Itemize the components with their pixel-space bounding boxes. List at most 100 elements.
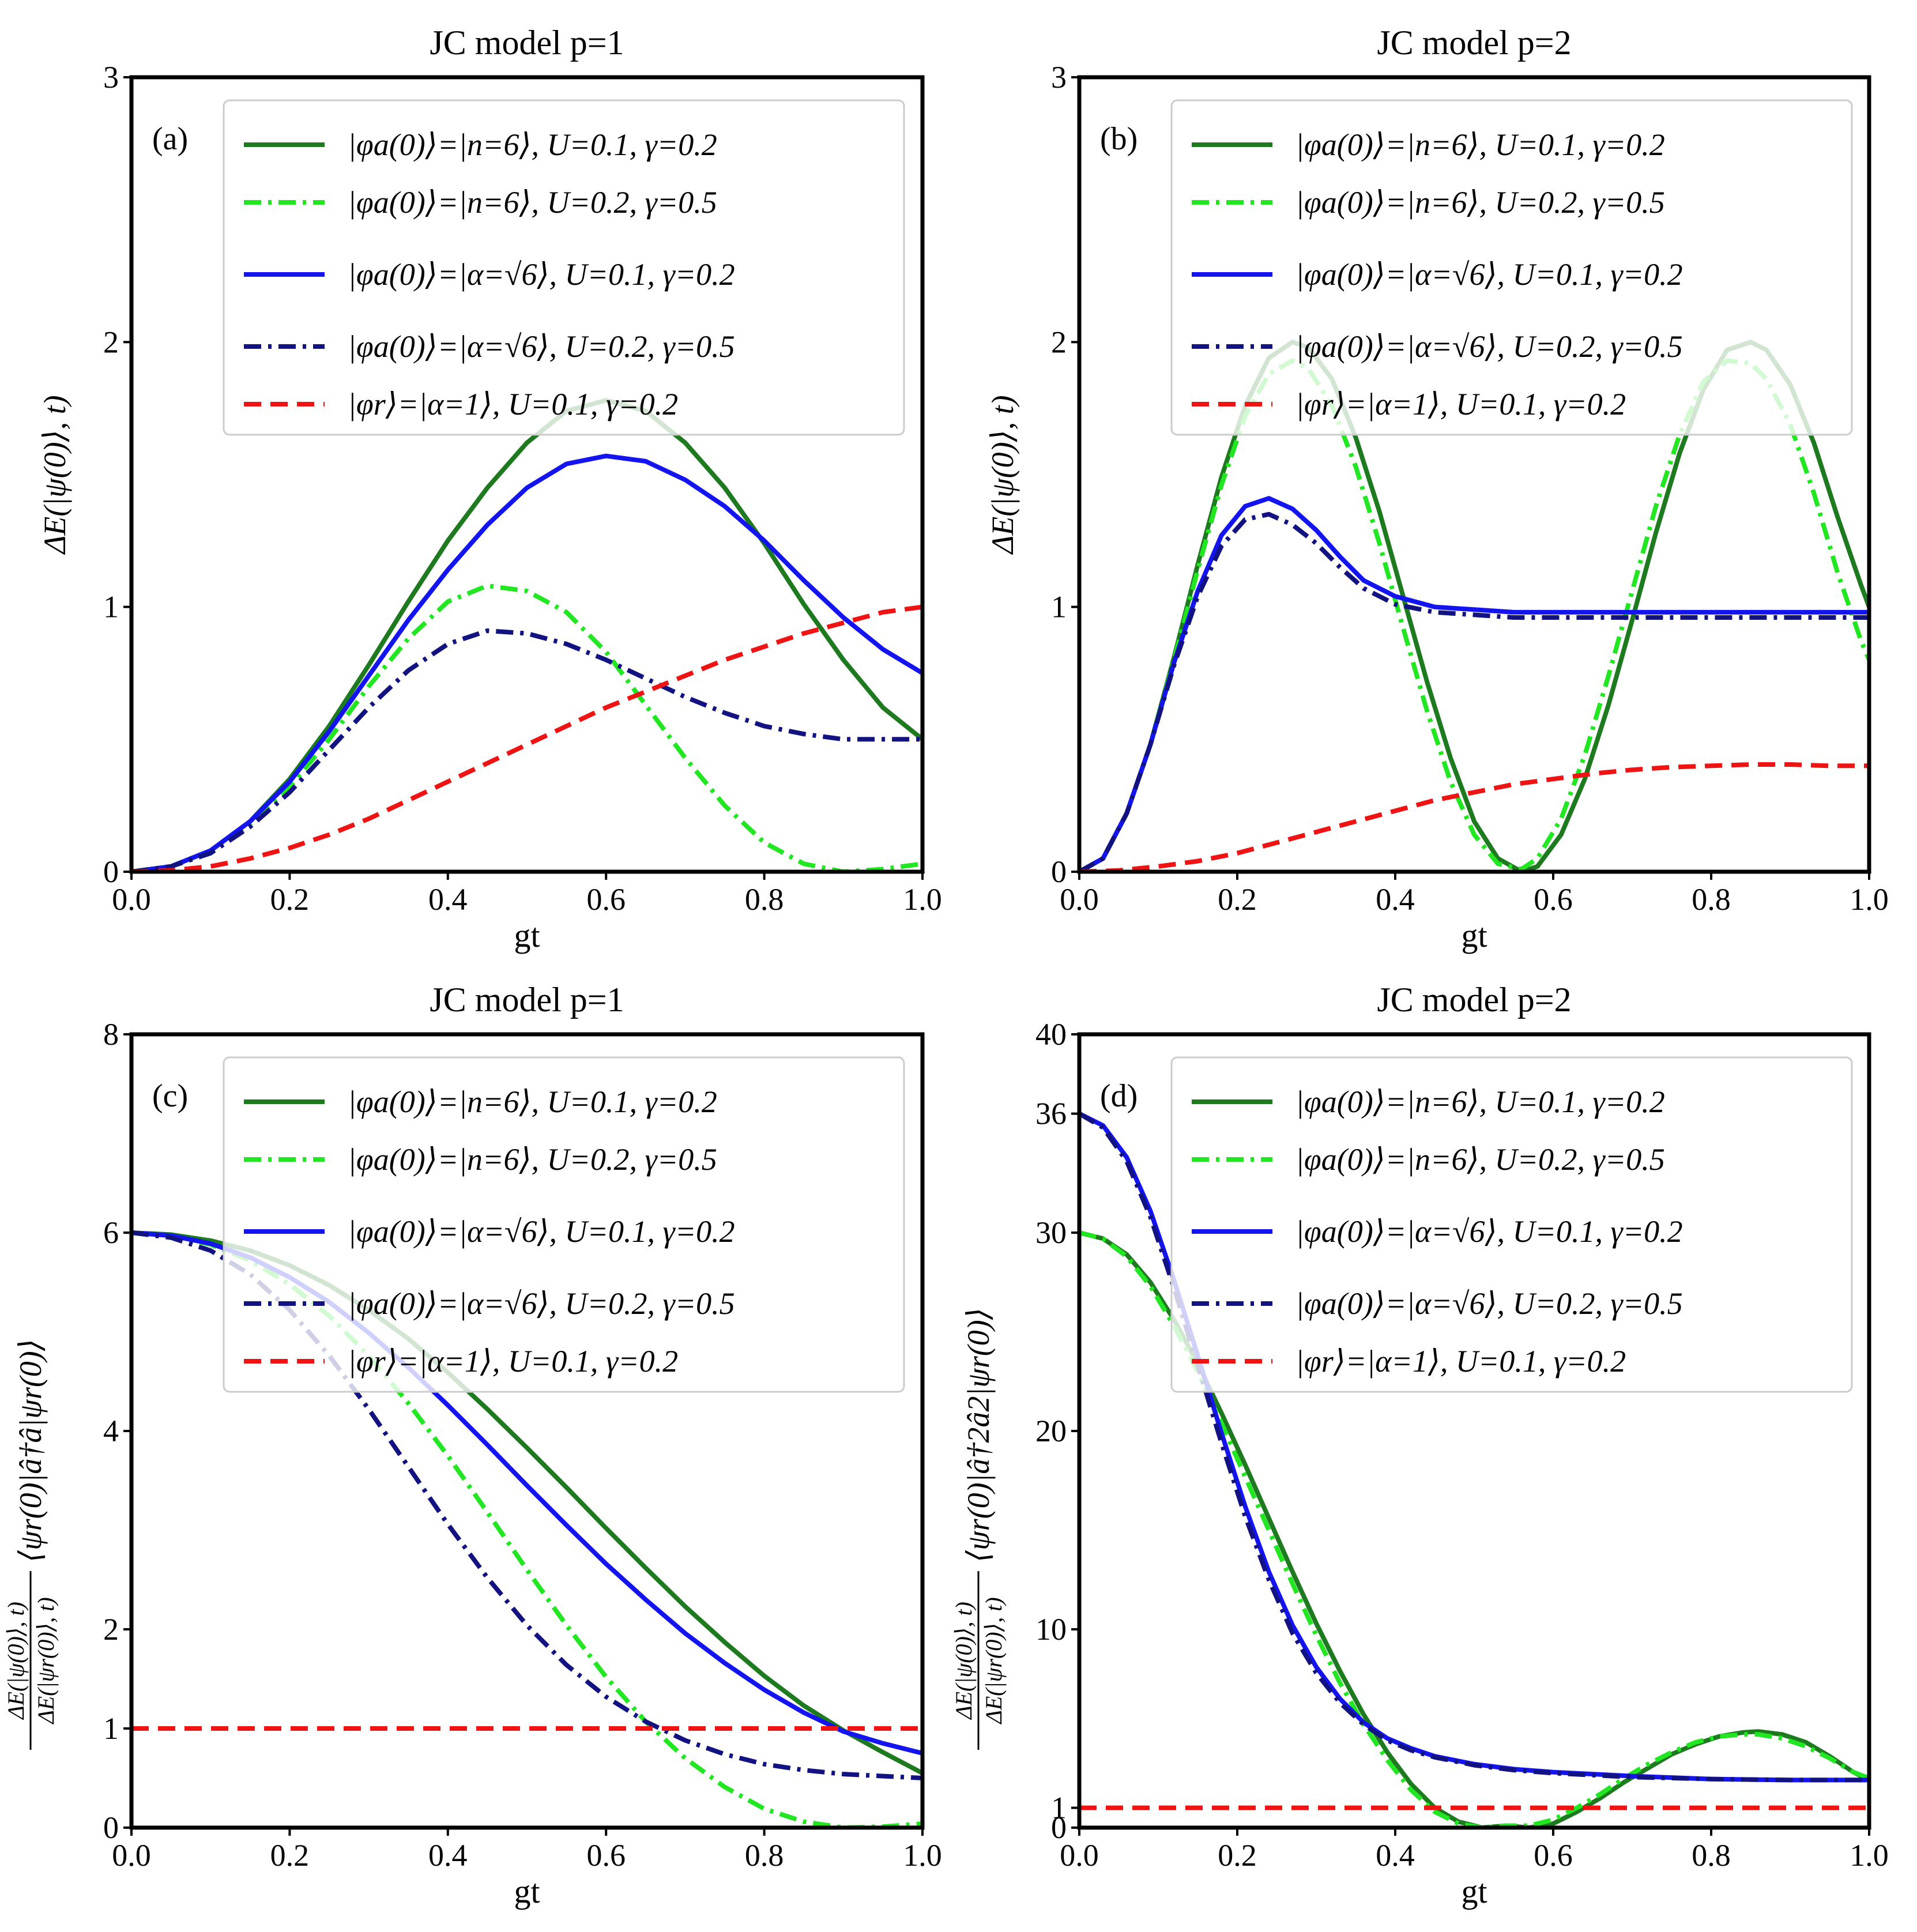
x-tick-label: 1.0 (1850, 882, 1889, 917)
chart-title: JC model p=1 (430, 981, 624, 1019)
legend-label: |φa(0)⟩=|α=√6⟩, U=0.2, γ=0.5 (348, 329, 735, 364)
y-tick-label: 4 (103, 1414, 119, 1448)
legend: |φa(0)⟩=|n=6⟩, U=0.1, γ=0.2 |φa(0)⟩=|n=6⟩… (1170, 99, 1853, 436)
chart-title: JC model p=1 (430, 24, 624, 62)
svg-text:ΔE(|ψ(0)⟩, t): ΔE(|ψ(0)⟩, t) (37, 395, 72, 555)
x-axis-label: gt (514, 917, 540, 954)
x-tick-label: 0.4 (428, 882, 468, 917)
panel-label: (d) (1100, 1078, 1138, 1114)
panel-label: (b) (1100, 121, 1138, 157)
series-line-1 (1079, 1230, 1869, 1828)
panel-a: JC model p=1 0.0 0.2 0.4 0.6 0.8 1.0 0 1 2 3 gt ΔE(|… (37, 24, 942, 954)
series-line-5 (131, 604, 922, 872)
panel-c: JC model p=1 0.0 0.2 0.4 0.6 0.8 1.0 0 1 2 4 6 8 gt ΔE… (3, 981, 942, 1910)
y-label-numerator: ΔE(|ψ(0)⟩, t) (3, 1602, 29, 1720)
x-tick-label: 0.6 (1534, 1838, 1573, 1873)
legend-label: |φa(0)⟩=|n=6⟩, U=0.1, γ=0.2 (1295, 1084, 1665, 1119)
x-axis-label: gt (1461, 1873, 1487, 1910)
y-axis-label: ΔE(|ψ(0)⟩, t) (37, 395, 72, 555)
x-tick-label: 0.0 (112, 882, 151, 917)
x-tick-label: 0.0 (112, 1838, 151, 1873)
panel-d: JC model p=2 0.0 0.2 0.4 0.6 0.8 1.0 01 10 20 30 36… (951, 981, 1889, 1910)
legend-label: |φa(0)⟩=|α=√6⟩, U=0.2, γ=0.5 (1295, 329, 1683, 364)
y-axis-label: ΔE(|ψ(0)⟩, t) ΔE(|ψr(0)⟩, t) ⟨ψr(0)|â†â|ψr… (3, 1339, 59, 1750)
y-tick-label: 2 (103, 325, 119, 359)
series-line-5 (1079, 762, 1869, 872)
x-tick-label: 0.2 (270, 1838, 310, 1873)
y-label-denominator: ΔE(|ψr(0)⟩, t) (33, 1597, 59, 1724)
x-tick-label: 0.0 (1060, 882, 1099, 917)
x-tick-label: 0.2 (270, 882, 310, 917)
y-tick-label: 20 (1035, 1414, 1067, 1448)
x-tick-label: 1.0 (1850, 1838, 1889, 1873)
x-tick-label: 0.8 (1692, 1838, 1731, 1873)
legend-label: |φa(0)⟩=|n=6⟩, U=0.2, γ=0.5 (348, 185, 717, 220)
y-tick-label: 2 (103, 1612, 119, 1647)
legend-label: |φa(0)⟩=|α=√6⟩, U=0.1, γ=0.2 (348, 1214, 735, 1249)
y-label-numerator: ΔE(|ψ(0)⟩, t) (951, 1602, 977, 1720)
x-tick-label: 0.2 (1218, 882, 1257, 917)
legend-label: |φa(0)⟩=|α=√6⟩, U=0.1, γ=0.2 (1295, 257, 1683, 292)
y-axis-label: ΔE(|ψ(0)⟩, t) ΔE(|ψr(0)⟩, t) ⟨ψr(0)|â†2â2|… (951, 1308, 1007, 1750)
svg-text:ΔE(|ψ(0)⟩, t): ΔE(|ψ(0)⟩, t) (985, 395, 1020, 555)
panel-label: (a) (152, 121, 188, 157)
legend-label: |φa(0)⟩=|n=6⟩, U=0.1, γ=0.2 (348, 127, 717, 162)
legend-label: |φa(0)⟩=|α=√6⟩, U=0.2, γ=0.5 (1295, 1286, 1683, 1321)
plot-frame (129, 75, 925, 874)
series-line-3 (1079, 496, 1869, 872)
y-tick-label: 1 (1051, 1791, 1067, 1825)
legend-label: |φa(0)⟩=|n=6⟩, U=0.1, γ=0.2 (1295, 127, 1665, 162)
legend-label: |φa(0)⟩=|n=6⟩, U=0.1, γ=0.2 (348, 1084, 717, 1119)
x-tick-label: 0.4 (1376, 882, 1415, 917)
y-tick-label: 30 (1035, 1215, 1067, 1250)
y-tick-label: 1 (1051, 590, 1067, 624)
legend-label: |φr⟩=|α=1⟩, U=0.1, γ=0.2 (1295, 1344, 1626, 1379)
legend-label: |φa(0)⟩=|α=√6⟩, U=0.1, γ=0.2 (1295, 1214, 1683, 1249)
x-tick-label: 0.0 (1060, 1838, 1099, 1873)
legend-label: |φr⟩=|α=1⟩, U=0.1, γ=0.2 (1295, 387, 1626, 421)
x-tick-label: 0.2 (1218, 1838, 1257, 1873)
x-tick-label: 1.0 (903, 1838, 942, 1873)
y-axis-label: ΔE(|ψ(0)⟩, t) (985, 395, 1020, 555)
x-tick-label: 0.4 (1376, 1838, 1415, 1873)
legend: |φa(0)⟩=|n=6⟩, U=0.1, γ=0.2 |φa(0)⟩=|n=6⟩… (223, 1056, 905, 1393)
x-axis-label: gt (514, 1873, 540, 1910)
y-tick-label: 6 (103, 1215, 119, 1250)
y-tick-label: 8 (103, 1017, 119, 1052)
legend-label: |φa(0)⟩=|n=6⟩, U=0.2, γ=0.5 (348, 1142, 717, 1177)
y-tick-label: 0 (103, 854, 119, 889)
x-tick-label: 1.0 (903, 882, 942, 917)
legend-label: |φr⟩=|α=1⟩, U=0.1, γ=0.2 (348, 1344, 678, 1379)
y-tick-label: 2 (1051, 325, 1067, 359)
legend: |φa(0)⟩=|n=6⟩, U=0.1, γ=0.2 |φa(0)⟩=|n=6⟩… (223, 99, 905, 436)
legend: |φa(0)⟩=|n=6⟩, U=0.1, γ=0.2 |φa(0)⟩=|n=6⟩… (1170, 1056, 1853, 1393)
x-tick-label: 0.6 (586, 1838, 626, 1873)
y-tick-label: 0 (103, 1810, 119, 1845)
y-tick-label: 10 (1035, 1612, 1067, 1647)
x-axis-label: gt (1461, 917, 1487, 954)
y-label-denominator: ΔE(|ψr(0)⟩, t) (981, 1597, 1007, 1724)
y-tick-label: 40 (1035, 1017, 1067, 1052)
series-line-4 (1079, 511, 1869, 872)
y-tick-label: 0 (1051, 1810, 1067, 1845)
plot-frame (1077, 75, 1871, 874)
x-tick-label: 0.8 (745, 882, 784, 917)
series-line-2 (131, 1230, 922, 1828)
series-line-2 (131, 583, 922, 872)
panel-b: JC model p=2 0.0 0.2 0.4 0.6 0.8 1.0 0 1 2 3 gt ΔE(|… (985, 24, 1889, 954)
y-tick-label: 3 (103, 60, 119, 95)
chart-title: JC model p=2 (1377, 981, 1571, 1019)
panel-label: (c) (152, 1078, 188, 1114)
series-line-3 (131, 453, 922, 872)
y-label-expectation: ⟨ψr(0)|â†â|ψr(0)⟩ (13, 1339, 48, 1562)
chart-title: JC model p=2 (1377, 24, 1571, 62)
series-line-4 (1079, 1112, 1869, 1783)
legend-label: |φa(0)⟩=|α=√6⟩, U=0.2, γ=0.5 (348, 1286, 735, 1321)
series-line-2 (1079, 358, 1869, 872)
series-line-4 (131, 628, 922, 872)
y-tick-label: 0 (1051, 854, 1067, 889)
y-tick-label: 3 (1051, 60, 1067, 95)
y-tick-label: 1 (103, 1711, 119, 1746)
x-tick-label: 0.6 (1534, 882, 1573, 917)
